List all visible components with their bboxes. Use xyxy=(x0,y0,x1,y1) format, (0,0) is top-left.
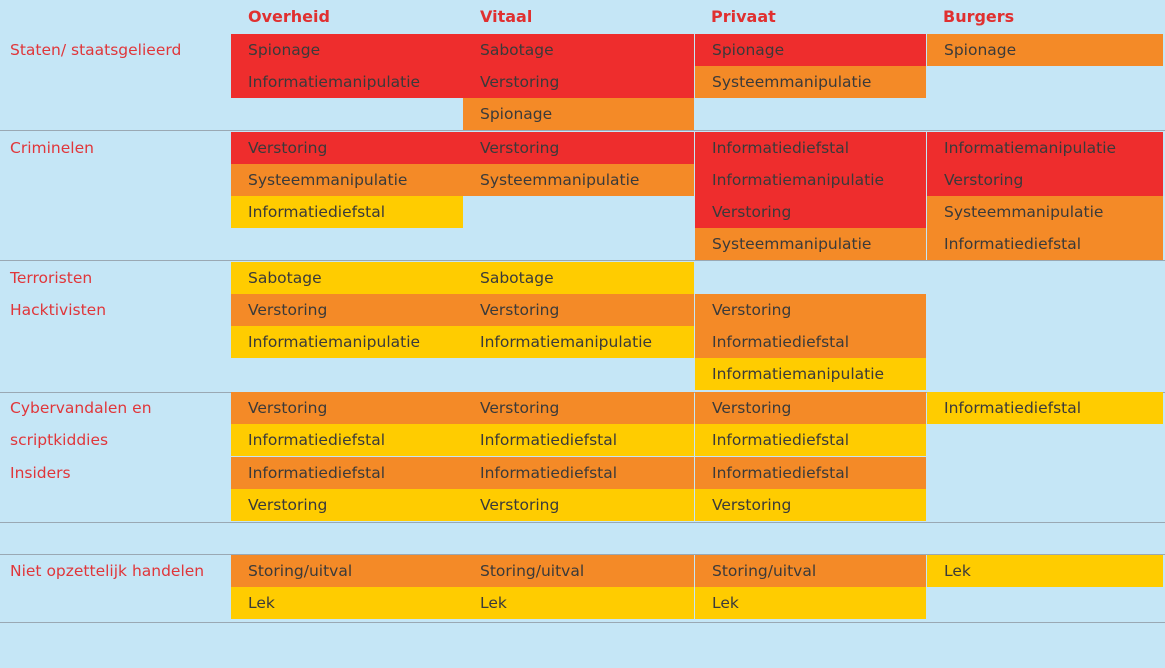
threat-cell-verstoring: Verstoring xyxy=(695,294,926,326)
threat-cell-lek: Lek xyxy=(463,587,694,619)
threat-cell-informatiediefstal: Informatiediefstal xyxy=(695,326,926,358)
threat-cell-verstoring: Verstoring xyxy=(695,489,926,521)
threat-cell-informatiemanipulatie: Informatiemanipulatie xyxy=(231,326,463,358)
row-label-line: Terroristen xyxy=(10,269,93,287)
row-label-insiders: Insiders xyxy=(10,457,71,489)
row-label-line: Staten/ staatsgelieerd xyxy=(10,41,182,59)
threat-cell-informatiediefstal: Informatiediefstal xyxy=(695,132,926,164)
threat-cell-verstoring: Verstoring xyxy=(927,164,1163,196)
threat-cell-informatiediefstal: Informatiediefstal xyxy=(927,392,1163,424)
row-separator xyxy=(0,130,1165,131)
row-label-line: Niet opzettelijk handelen xyxy=(10,562,205,580)
threat-cell-spionage: Spionage xyxy=(463,98,694,130)
threat-cell-informatiemanipulatie: Informatiemanipulatie xyxy=(231,66,463,98)
threat-cell-informatiediefstal: Informatiediefstal xyxy=(695,457,926,489)
row-separator xyxy=(0,522,1165,523)
row-label-terroristen: Terroristen xyxy=(10,262,92,294)
threat-cell-verstoring: Verstoring xyxy=(231,294,463,326)
threat-cell-informatiemanipulatie: Informatiemanipulatie xyxy=(927,132,1163,164)
row-label-hacktivisten: Hacktivisten xyxy=(10,294,106,326)
threat-cell-verstoring: Verstoring xyxy=(463,392,694,424)
threat-cell-verstoring: Verstoring xyxy=(695,392,926,424)
column-header-overheid: Overheid xyxy=(248,7,330,26)
threat-cell-spionage: Spionage xyxy=(927,34,1163,66)
threat-cell-systeemmanipulatie: Systeemmanipulatie xyxy=(695,66,926,98)
threat-cell-verstoring: Verstoring xyxy=(463,489,694,521)
threat-cell-verstoring: Verstoring xyxy=(463,132,694,164)
threat-cell-lek: Lek xyxy=(695,587,926,619)
threat-cell-storing-uitval: Storing/uitval xyxy=(231,555,463,587)
threat-cell-verstoring: Verstoring xyxy=(695,196,926,228)
row-separator xyxy=(0,622,1165,623)
threat-cell-storing-uitval: Storing/uitval xyxy=(695,555,926,587)
threat-cell-systeemmanipulatie: Systeemmanipulatie xyxy=(695,228,926,260)
threat-cell-sabotage: Sabotage xyxy=(463,262,694,294)
row-label-cybervandalen-en-scriptkiddies: Cybervandalen en scriptkiddies xyxy=(10,392,152,456)
threat-cell-verstoring: Verstoring xyxy=(463,294,694,326)
row-label-line: scriptkiddies xyxy=(10,431,109,449)
threat-cell-verstoring: Verstoring xyxy=(231,489,463,521)
threat-cell-storing-uitval: Storing/uitval xyxy=(463,555,694,587)
threat-cell-sabotage: Sabotage xyxy=(231,262,463,294)
column-header-burgers: Burgers xyxy=(943,7,1015,26)
column-header-privaat: Privaat xyxy=(711,7,776,26)
threat-cell-spionage: Spionage xyxy=(695,34,926,66)
threat-cell-informatiediefstal: Informatiediefstal xyxy=(231,457,463,489)
threat-cell-lek: Lek xyxy=(231,587,463,619)
threat-cell-informatiemanipulatie: Informatiemanipulatie xyxy=(695,164,926,196)
threat-cell-systeemmanipulatie: Systeemmanipulatie xyxy=(927,196,1163,228)
row-label-line: Criminelen xyxy=(10,139,94,157)
column-header-vitaal: Vitaal xyxy=(480,7,533,26)
threat-cell-verstoring: Verstoring xyxy=(463,66,694,98)
row-label-criminelen: Criminelen xyxy=(10,132,94,164)
row-separator xyxy=(0,260,1165,261)
threat-cell-verstoring: Verstoring xyxy=(231,392,463,424)
threat-cell-informatiediefstal: Informatiediefstal xyxy=(231,424,463,456)
row-label-line: Insiders xyxy=(10,464,71,482)
row-separator xyxy=(0,554,1165,555)
row-label-niet-opzettelijk-handelen: Niet opzettelijk handelen xyxy=(10,555,204,587)
row-label-line: Hacktivisten xyxy=(10,301,107,319)
threat-cell-systeemmanipulatie: Systeemmanipulatie xyxy=(231,164,463,196)
threat-cell-informatiemanipulatie: Informatiemanipulatie xyxy=(463,326,694,358)
threat-cell-informatiediefstal: Informatiediefstal xyxy=(695,424,926,456)
threat-cell-verstoring: Verstoring xyxy=(231,132,463,164)
row-label-line: Cybervandalen en xyxy=(10,399,152,417)
threat-cell-sabotage: Sabotage xyxy=(463,34,694,66)
threat-cell-systeemmanipulatie: Systeemmanipulatie xyxy=(463,164,694,196)
threat-cell-informatiediefstal: Informatiediefstal xyxy=(463,457,694,489)
threat-cell-informatiediefstal: Informatiediefstal xyxy=(927,228,1163,260)
threat-cell-spionage: Spionage xyxy=(231,34,463,66)
threat-cell-informatiemanipulatie: Informatiemanipulatie xyxy=(695,358,926,390)
threat-cell-informatiediefstal: Informatiediefstal xyxy=(231,196,463,228)
row-label-staten-staatsgelieerd: Staten/ staatsgelieerd xyxy=(10,34,181,66)
threat-cell-informatiediefstal: Informatiediefstal xyxy=(463,424,694,456)
threat-cell-lek: Lek xyxy=(927,555,1163,587)
